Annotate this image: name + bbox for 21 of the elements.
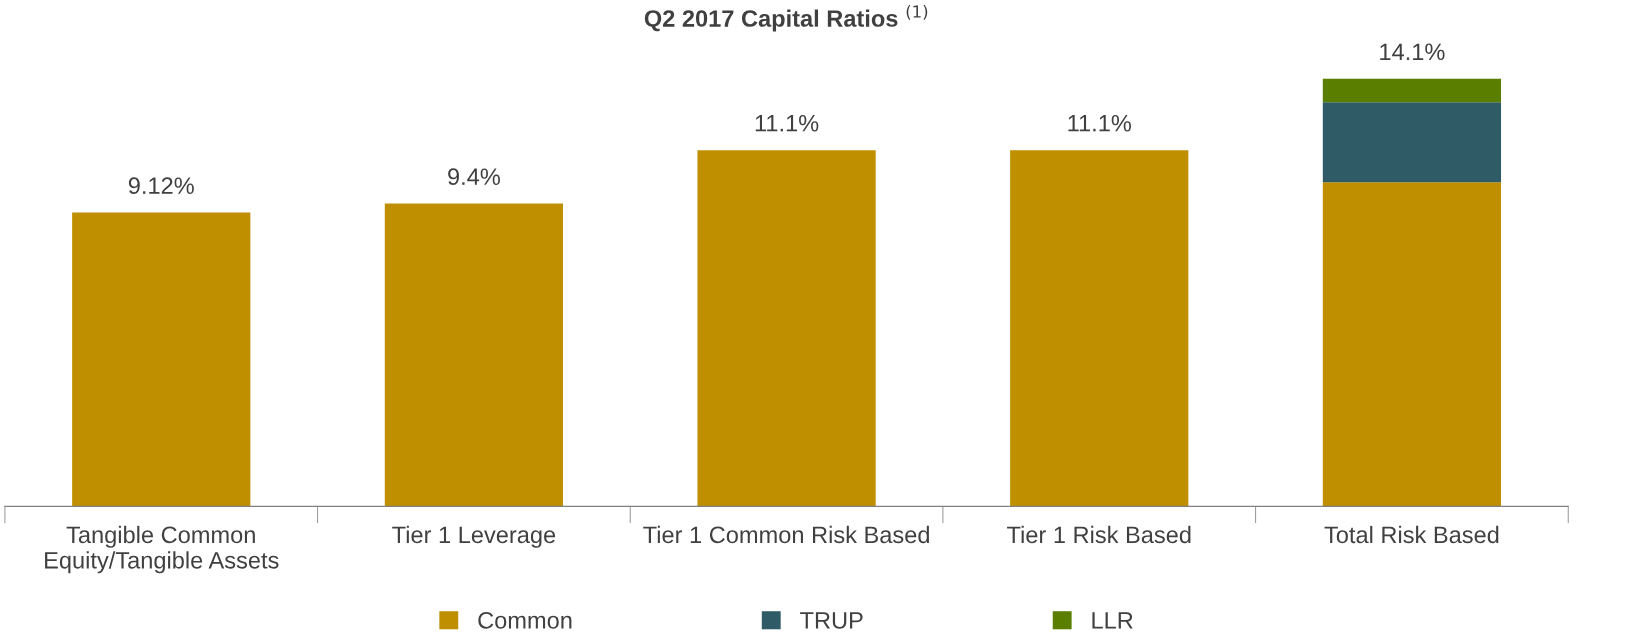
bar (1322, 78, 1502, 103)
bar (72, 212, 251, 507)
x-tick-label: Tier 1 Common Risk Based (643, 525, 929, 544)
x-tick-label: Tangible Common Equity/Tangible Assets (45, 525, 279, 574)
annotation: 14.1% (1380, 43, 1445, 61)
bar (384, 203, 564, 507)
annotation: 9.4% (448, 168, 500, 186)
x-tick-label: Tier 1 Risk Based (1007, 525, 1191, 544)
x-tick-label: Total Risk Based (1324, 525, 1499, 544)
x-tick-label: Tier 1 Leverage (392, 525, 556, 548)
annotation: 9.12% (128, 177, 194, 195)
bar (1010, 150, 1189, 507)
annotation: 11.1% (1068, 114, 1132, 132)
legend-label: LLR (1092, 612, 1133, 629)
legend-label: TRUP (800, 612, 863, 629)
bar (1322, 182, 1502, 507)
chart-title: Q2 2017 Capital Ratios $^{(1)}$ (644, 5, 928, 32)
legend-label: Common (478, 611, 572, 629)
annotation: 11.1% (755, 114, 819, 132)
bar (697, 150, 876, 507)
bar (1322, 102, 1502, 183)
